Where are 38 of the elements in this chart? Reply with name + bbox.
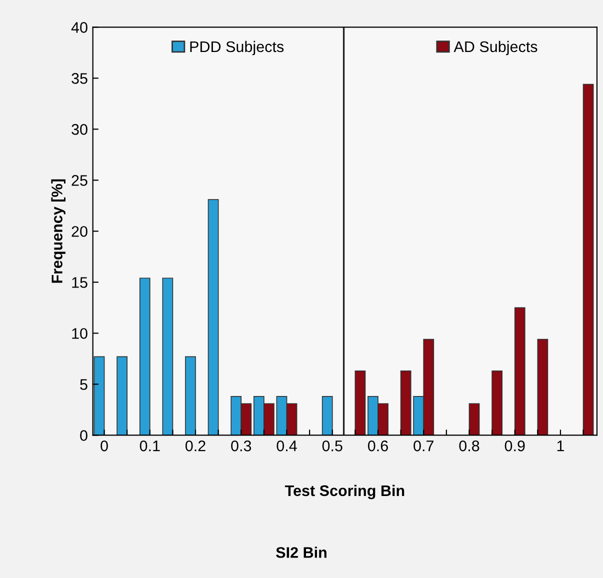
- x-tick-label: 0.6: [368, 440, 388, 452]
- bar: [162, 278, 174, 436]
- y-tick-label: 5: [80, 379, 88, 390]
- x-tick-label: 0.1: [140, 440, 160, 452]
- bar: [582, 84, 594, 436]
- legend-label: AD Subjects: [454, 40, 538, 56]
- bar: [514, 307, 526, 436]
- x-tick-label: 0.3: [231, 440, 252, 452]
- x-tick-label: 0.7: [414, 440, 434, 452]
- x-tick-label: 0.4: [276, 440, 297, 452]
- bar: [322, 396, 333, 436]
- y-tick-label: 25: [72, 175, 88, 186]
- y-tick-label: 35: [72, 73, 88, 84]
- y-tick-label: 20: [72, 226, 88, 237]
- bar: [354, 370, 366, 436]
- y-tick-label: 0: [80, 430, 88, 441]
- bar: [116, 356, 128, 436]
- bar: [208, 199, 219, 436]
- y-tick-label: 30: [72, 124, 88, 135]
- x-axis-title: Test Scoring Bin: [284, 484, 404, 500]
- y-tick-label: 10: [72, 328, 88, 339]
- bar: [94, 356, 105, 436]
- y-tick-label: 15: [72, 277, 88, 288]
- y-axis-title: Frequency [%]: [51, 179, 66, 283]
- bar: [185, 356, 196, 436]
- bar: [537, 338, 548, 436]
- bar: [492, 370, 502, 436]
- bar: [468, 403, 480, 436]
- y-tick-label: 40: [71, 22, 88, 33]
- x-tick-label: 0: [100, 440, 108, 452]
- legend-label: PDD Subjects: [190, 40, 284, 56]
- x-tick-label: 0.5: [322, 440, 342, 452]
- x-tick-label: 1: [557, 440, 564, 452]
- text: SI2 Bin: [276, 546, 326, 558]
- bar: [139, 278, 150, 436]
- x-tick-label: 0.8: [459, 440, 480, 452]
- x-tick-label: 0.9: [504, 440, 525, 452]
- x-tick-label: 0.2: [185, 440, 206, 452]
